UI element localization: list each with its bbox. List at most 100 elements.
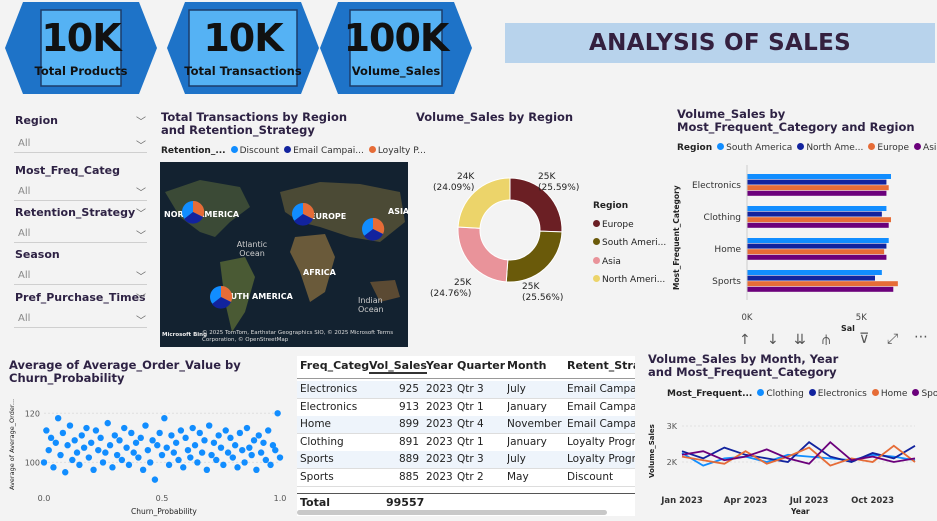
scatter-point[interactable] bbox=[97, 434, 104, 442]
scatter-point[interactable] bbox=[196, 429, 203, 437]
scatter-point[interactable] bbox=[130, 449, 137, 456]
scatter-point[interactable] bbox=[151, 476, 159, 483]
hbar-bar[interactable] bbox=[747, 286, 894, 292]
scatter-point[interactable] bbox=[99, 459, 107, 466]
scatter-point[interactable] bbox=[253, 466, 260, 473]
scatter-point[interactable] bbox=[269, 442, 277, 449]
scatter-point[interactable] bbox=[132, 439, 140, 446]
scatter-point[interactable] bbox=[210, 439, 218, 446]
scatter-point[interactable] bbox=[184, 446, 192, 454]
arrow-up-icon[interactable]: ↑ bbox=[739, 332, 751, 348]
map-credit[interactable]: © 2025 TomTom, Earthstar Geographics SIO… bbox=[202, 330, 394, 343]
hbar-bar[interactable] bbox=[747, 211, 882, 217]
chevron-down-icon[interactable]: ﹀ bbox=[136, 188, 146, 199]
scatter-point[interactable] bbox=[165, 461, 173, 469]
hbar-bar[interactable] bbox=[747, 190, 887, 196]
line-series[interactable] bbox=[681, 444, 916, 467]
more-options-icon[interactable]: ⋯ bbox=[914, 329, 928, 345]
scatter-point[interactable] bbox=[59, 429, 67, 437]
scatter-point[interactable] bbox=[125, 461, 133, 469]
scatter-point[interactable] bbox=[168, 432, 175, 439]
table-row[interactable]: Sports 885 2023 Qtr 2 May Discount bbox=[297, 468, 635, 487]
scatter-point[interactable] bbox=[208, 451, 215, 459]
scatter-point[interactable] bbox=[43, 427, 50, 434]
donut-slice[interactable] bbox=[457, 177, 511, 229]
chevron-down-icon[interactable]: ﹀ bbox=[136, 272, 146, 283]
chevron-down-icon[interactable]: ﹀ bbox=[136, 231, 146, 242]
scatter-point[interactable] bbox=[102, 449, 109, 456]
scatter-point[interactable] bbox=[147, 459, 154, 466]
scatter-point[interactable] bbox=[217, 444, 225, 451]
scatter-point[interactable] bbox=[260, 439, 267, 446]
scatter-point[interactable] bbox=[104, 419, 111, 427]
legend-item[interactable]: Asia bbox=[593, 253, 666, 272]
hbar-bar[interactable] bbox=[747, 238, 889, 243]
scatter-point[interactable] bbox=[262, 456, 270, 464]
chevron-down-icon[interactable]: ﹀ bbox=[136, 209, 146, 220]
scatter-point[interactable] bbox=[154, 442, 161, 449]
scatter-point[interactable] bbox=[201, 437, 208, 444]
legend-item[interactable]: Europe bbox=[593, 216, 666, 235]
scatter-point[interactable] bbox=[149, 437, 156, 444]
scatter-point[interactable] bbox=[144, 446, 152, 454]
column-header[interactable]: Retent_Strat bbox=[567, 359, 635, 372]
scatter-point[interactable] bbox=[80, 444, 88, 451]
chevron-down-icon[interactable]: ﹀ bbox=[136, 294, 146, 305]
hbar-bar[interactable] bbox=[747, 206, 887, 211]
scatter-point[interactable] bbox=[142, 422, 149, 429]
table-row[interactable]: Sports 889 2023 Qtr 3 July Loyalty Progra bbox=[297, 451, 635, 469]
scatter-point[interactable] bbox=[267, 461, 274, 469]
scatter-point[interactable] bbox=[189, 424, 196, 432]
scatter-point[interactable] bbox=[62, 469, 69, 476]
legend-item[interactable]: Loyalty P... bbox=[377, 146, 426, 156]
scatter-point[interactable] bbox=[265, 427, 272, 434]
scatter-point[interactable] bbox=[121, 424, 128, 432]
legend-item[interactable]: Sports bbox=[921, 389, 937, 399]
scatter-point[interactable] bbox=[95, 446, 102, 454]
hbar-bar[interactable] bbox=[747, 179, 887, 185]
donut-chart[interactable] bbox=[440, 160, 580, 300]
column-header[interactable]: Year bbox=[426, 359, 454, 372]
legend-item[interactable]: North Ame... bbox=[806, 143, 864, 153]
scatter-point[interactable] bbox=[109, 464, 116, 471]
legend-item[interactable]: South America bbox=[726, 143, 793, 153]
legend-item[interactable]: North Ameri... bbox=[593, 271, 666, 290]
column-header[interactable]: Freq_Categ bbox=[300, 359, 370, 372]
scatter-point[interactable] bbox=[250, 437, 258, 444]
scatter-point[interactable] bbox=[248, 451, 255, 459]
scatter-chart[interactable]: 120 100 0.0 0.5 1.0 bbox=[18, 393, 286, 513]
scatter-point[interactable] bbox=[57, 451, 64, 459]
table-row[interactable]: Clothing 891 2023 Qtr 1 January Loyalty Progr… bbox=[297, 433, 635, 452]
scatter-point[interactable] bbox=[64, 442, 71, 449]
scatter-point[interactable] bbox=[234, 464, 241, 471]
column-header[interactable]: Vol_Sales bbox=[369, 359, 427, 374]
scatter-point[interactable] bbox=[90, 466, 97, 473]
scatter-point[interactable] bbox=[222, 427, 229, 434]
line-series[interactable] bbox=[681, 440, 916, 465]
scatter-point[interactable] bbox=[47, 434, 55, 442]
scatter-point[interactable] bbox=[92, 427, 100, 434]
line-chart[interactable]: 3K 2K Jan 2023 Apr 2023 Jul 2023 Oct 2023 bbox=[660, 400, 930, 508]
scatter-point[interactable] bbox=[156, 429, 163, 437]
scatter-point[interactable] bbox=[113, 451, 121, 459]
scatter-point[interactable] bbox=[255, 432, 262, 439]
legend-item[interactable]: Europe bbox=[877, 143, 910, 153]
column-header[interactable]: Quarter bbox=[457, 359, 506, 372]
legend-item[interactable]: Email Campai... bbox=[293, 146, 364, 156]
horizontal-scrollbar[interactable] bbox=[297, 510, 607, 515]
scatter-point[interactable] bbox=[83, 424, 90, 432]
scatter-point[interactable] bbox=[224, 449, 232, 456]
scatter-point[interactable] bbox=[116, 437, 123, 444]
map-canvas[interactable]: NORTH AMERICA EUROPE ASIA SOUTH AMERICA … bbox=[160, 162, 408, 347]
scatter-point[interactable] bbox=[128, 429, 135, 437]
scatter-point[interactable] bbox=[170, 449, 177, 456]
scatter-point[interactable] bbox=[198, 449, 206, 456]
double-arrow-down-icon[interactable]: ⇊ bbox=[794, 332, 806, 348]
hbar-chart[interactable]: Electronics Clothing Home Sports 0K 5K bbox=[690, 165, 930, 325]
scatter-point[interactable] bbox=[206, 422, 213, 429]
scatter-point[interactable] bbox=[182, 434, 189, 442]
slicer-value[interactable]: All bbox=[18, 228, 31, 239]
legend-item[interactable]: Electronics bbox=[817, 389, 867, 399]
legend-item[interactable]: Asia bbox=[923, 143, 937, 153]
scatter-point[interactable] bbox=[246, 444, 253, 451]
